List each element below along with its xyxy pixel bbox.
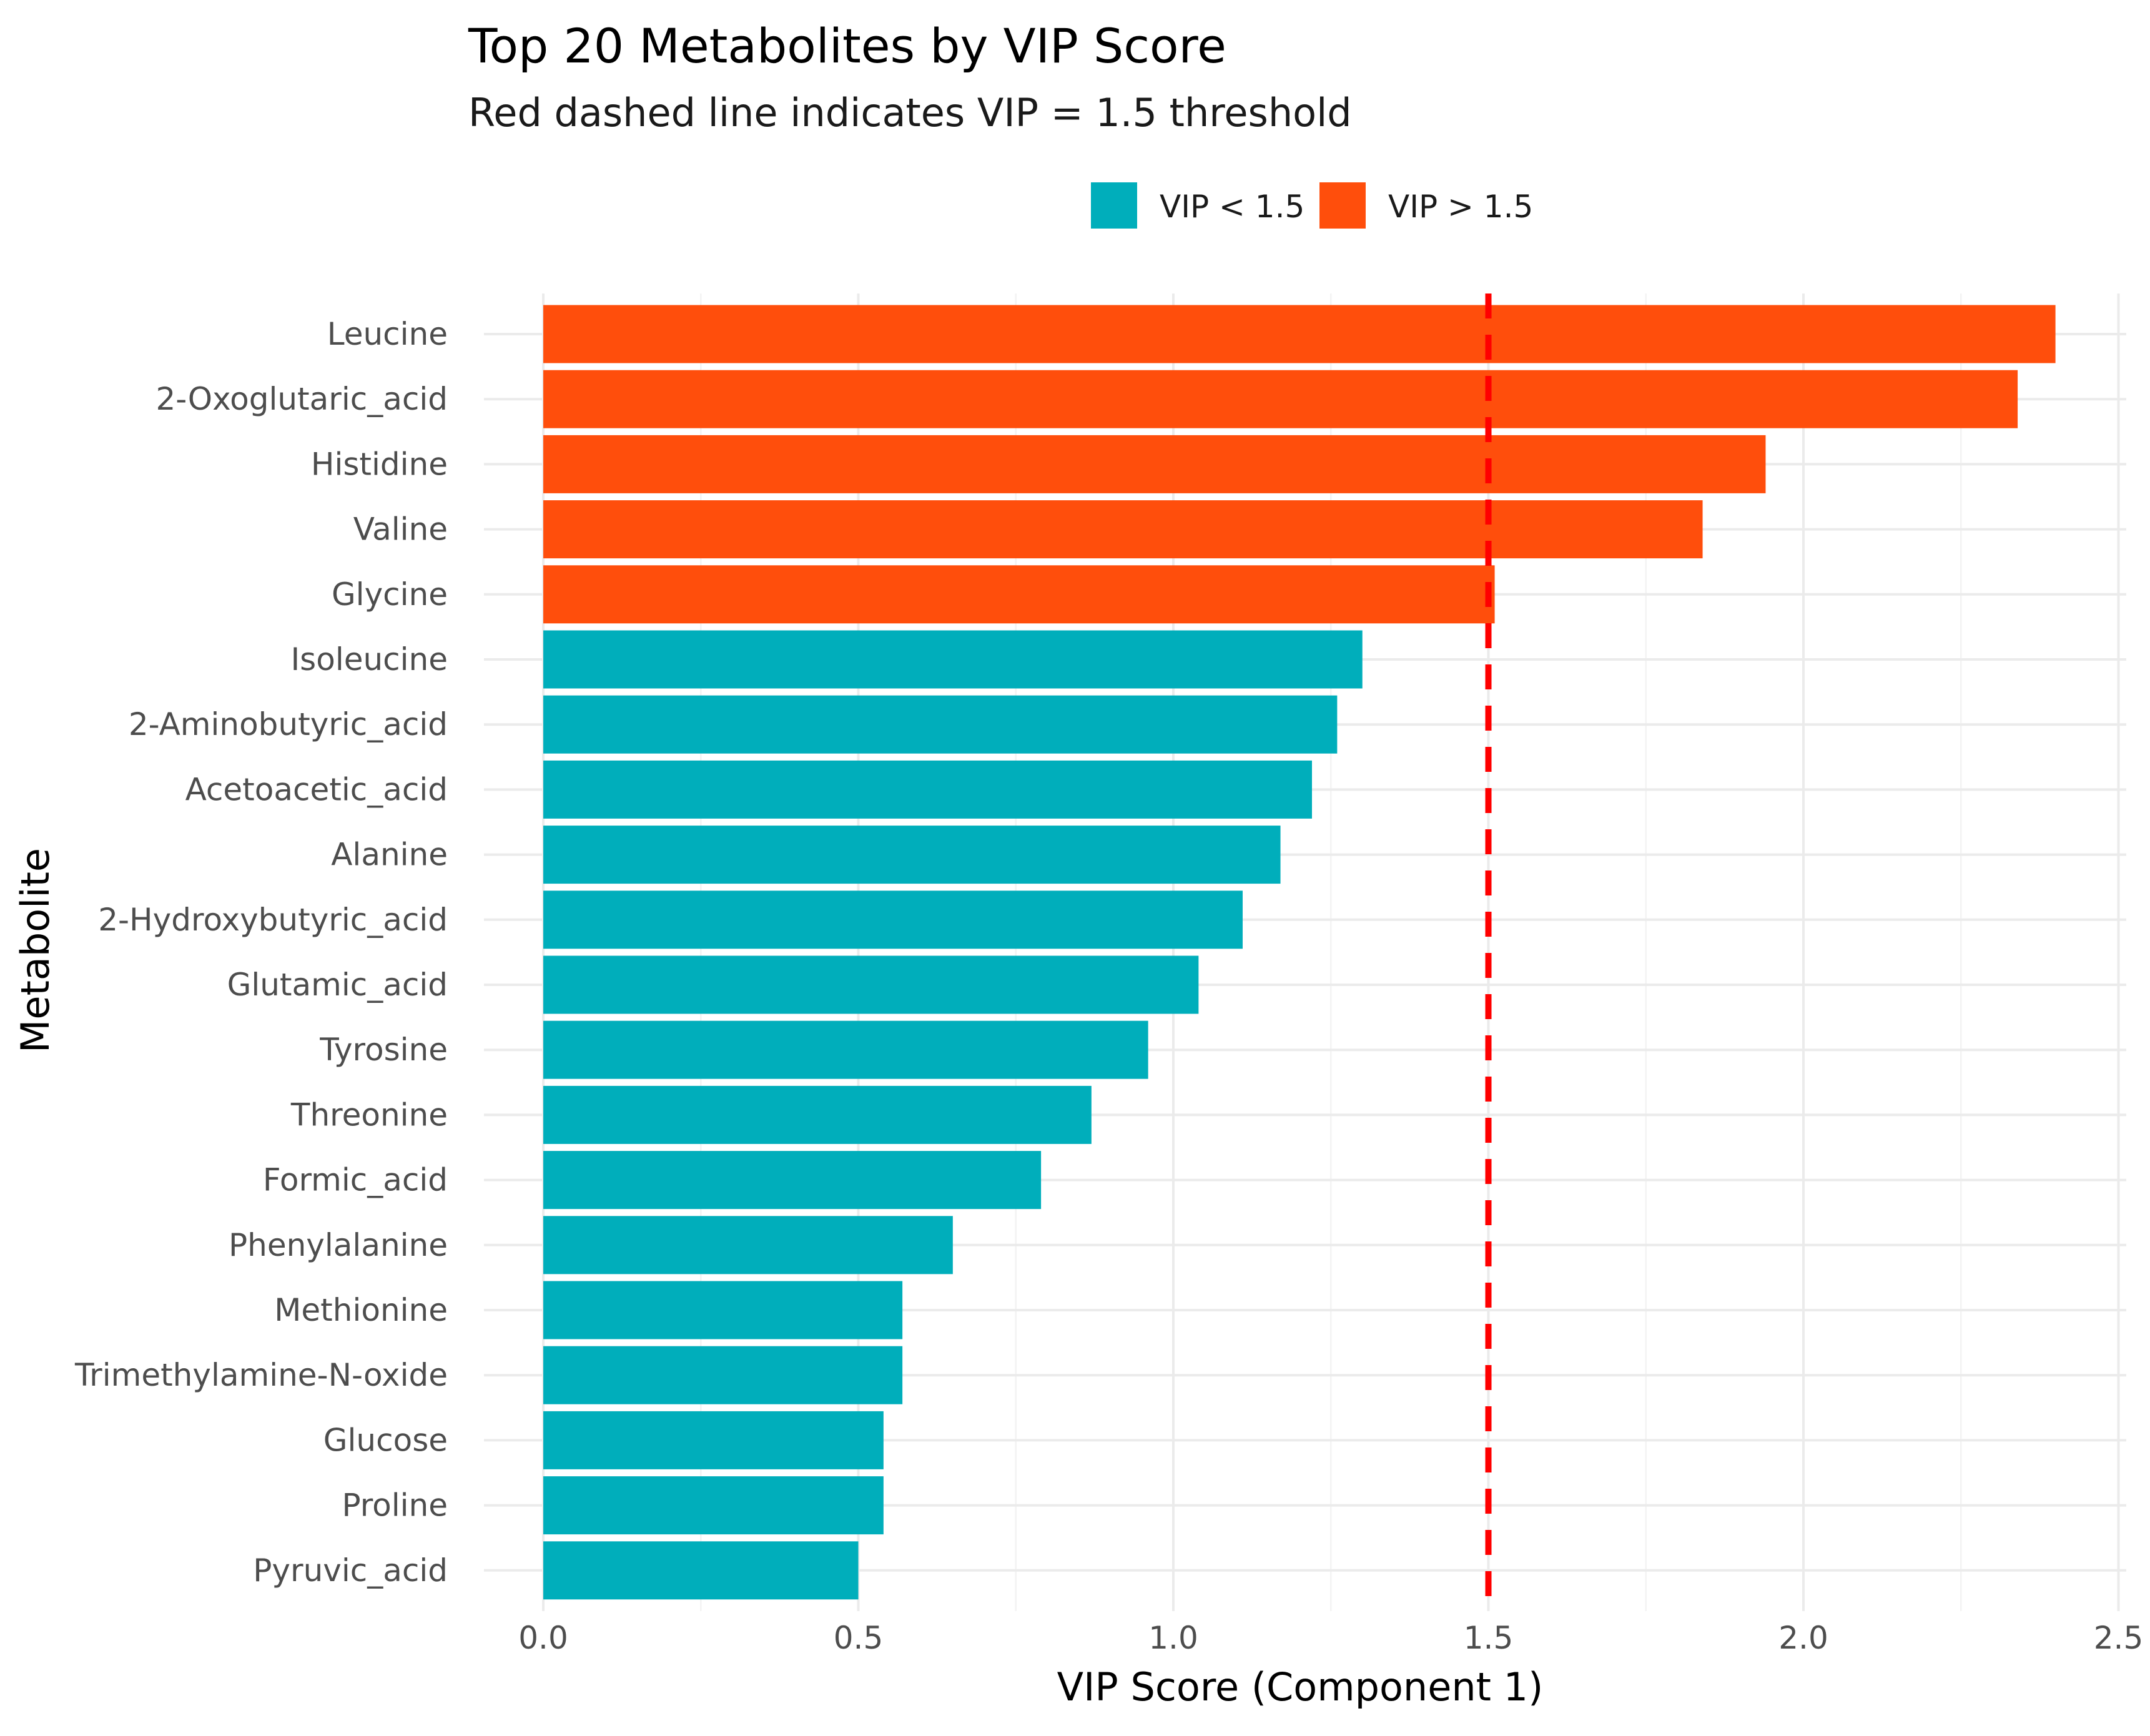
y-tick-label: Glucose xyxy=(323,1422,448,1458)
x-axis-title: VIP Score (Component 1) xyxy=(1057,1664,1544,1710)
y-tick-label: Histidine xyxy=(311,446,448,482)
y-tick-label: Pyruvic_acid xyxy=(253,1552,448,1589)
bar-leucine xyxy=(543,305,2056,363)
bar-isoleucine xyxy=(543,630,1363,689)
y-tick-label: Phenylalanine xyxy=(229,1227,448,1263)
bar-methionine xyxy=(543,1281,903,1339)
bar-threonine xyxy=(543,1085,1092,1144)
y-tick-label: Glutamic_acid xyxy=(227,967,448,1003)
y-tick-label: Trimethylamine-N-oxide xyxy=(74,1357,448,1393)
y-tick-label: Leucine xyxy=(327,316,448,352)
bar-formic-acid xyxy=(543,1151,1042,1210)
y-tick-label: Formic_acid xyxy=(263,1162,448,1198)
y-tick-label: Glycine xyxy=(332,576,448,613)
bar-proline xyxy=(543,1476,884,1535)
bar-2-oxoglutaric-acid xyxy=(543,370,2018,428)
y-tick-label: Acetoacetic_acid xyxy=(185,771,448,807)
y-tick-label: 2-Oxoglutaric_acid xyxy=(155,381,448,417)
y-axis-title: Metabolite xyxy=(12,848,58,1053)
x-tick-label: 2.0 xyxy=(1778,1620,1828,1656)
bar-2-hydroxybutyric-acid xyxy=(543,890,1243,949)
bars xyxy=(543,305,2056,1600)
y-tick-label: Valine xyxy=(353,511,448,548)
y-tick-label: 2-Aminobutyric_acid xyxy=(129,706,448,742)
x-tick-label: 0.5 xyxy=(834,1620,884,1656)
x-tick-label: 2.5 xyxy=(2094,1620,2144,1656)
bar-glutamic-acid xyxy=(543,955,1199,1014)
legend: VIP < 1.5 VIP > 1.5 xyxy=(1091,182,1533,229)
bar-pyruvic-acid xyxy=(543,1541,859,1600)
bar-phenylalanine xyxy=(543,1216,953,1275)
y-tick-label: Isoleucine xyxy=(290,641,448,678)
y-tick-label: Methionine xyxy=(274,1292,448,1328)
y-tick-label: Tyrosine xyxy=(319,1032,448,1068)
y-tick-label: Threonine xyxy=(290,1097,448,1133)
bar-acetoacetic-acid xyxy=(543,760,1312,819)
x-tick-label: 1.0 xyxy=(1148,1620,1198,1656)
legend-label-above: VIP > 1.5 xyxy=(1388,189,1533,225)
legend-swatch-below xyxy=(1091,182,1137,229)
y-tick-labels: Leucine 2-Oxoglutaric_acid Histidine Valine… xyxy=(74,316,448,1589)
y-tick-label: Alanine xyxy=(331,837,448,873)
legend-swatch-above xyxy=(1319,182,1366,229)
bar-valine xyxy=(543,500,1703,559)
bar-glycine xyxy=(543,565,1495,624)
bar-tyrosine xyxy=(543,1020,1148,1079)
bar-histidine xyxy=(543,435,1766,493)
chart-subtitle: Red dashed line indicates VIP = 1.5 thre… xyxy=(468,90,1352,136)
bar-alanine xyxy=(543,826,1281,884)
x-tick-label: 0.0 xyxy=(518,1620,568,1656)
chart-title: Top 20 Metabolites by VIP Score xyxy=(468,18,1226,74)
y-tick-label: Proline xyxy=(342,1487,448,1524)
y-tick-label: 2-Hydroxybutyric_acid xyxy=(98,902,448,938)
bar-2-aminobutyric-acid xyxy=(543,695,1338,754)
legend-label-below: VIP < 1.5 xyxy=(1160,189,1304,225)
bar-trimethylamine-n-oxide xyxy=(543,1346,903,1404)
bar-glucose xyxy=(543,1411,884,1469)
x-tick-label: 1.5 xyxy=(1464,1620,1514,1656)
x-tick-labels: 0.0 0.5 1.0 1.5 2.0 2.5 xyxy=(518,1620,2143,1656)
